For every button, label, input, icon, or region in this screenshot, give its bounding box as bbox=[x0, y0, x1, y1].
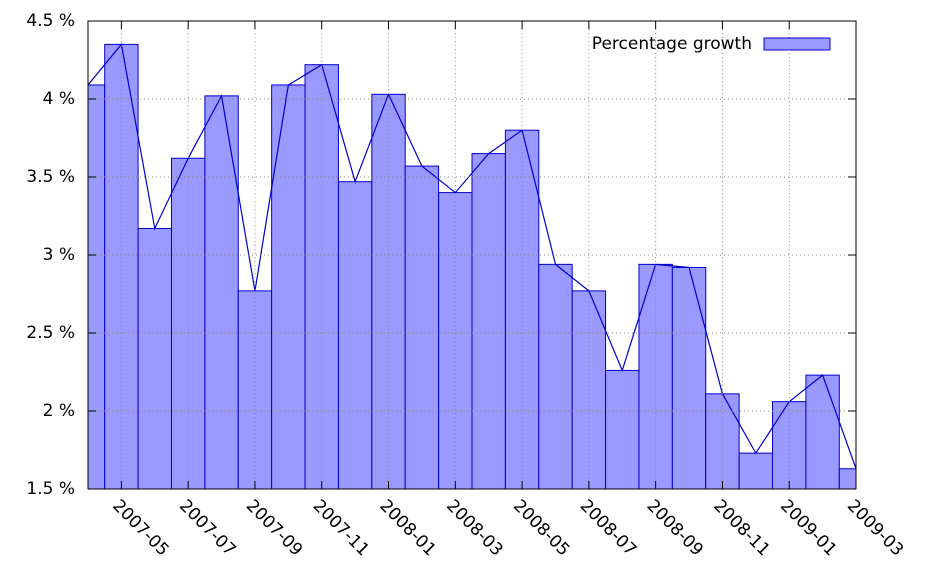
bar bbox=[605, 369, 640, 489]
y-tick-label: 3 % bbox=[43, 245, 75, 265]
x-tick-label: 2008-07 bbox=[576, 496, 640, 560]
bar bbox=[638, 263, 673, 489]
x-tick-label: 2008-01 bbox=[375, 496, 439, 560]
plot-area bbox=[88, 43, 856, 489]
bar bbox=[671, 266, 707, 489]
bar bbox=[271, 84, 306, 489]
bar bbox=[104, 43, 139, 489]
bar bbox=[170, 157, 206, 489]
bar bbox=[538, 263, 573, 489]
x-tick-label: 2008-11 bbox=[709, 496, 773, 560]
bar bbox=[204, 95, 239, 489]
x-tick-label: 2009-03 bbox=[843, 496, 907, 560]
y-tick-label: 3.5 % bbox=[26, 167, 75, 187]
x-tick-label: 2007-09 bbox=[242, 496, 306, 560]
bar bbox=[805, 374, 840, 489]
y-tick-label: 2 % bbox=[43, 401, 75, 421]
bar bbox=[404, 165, 440, 489]
x-tick-label: 2008-05 bbox=[509, 496, 573, 560]
plot-border bbox=[87, 20, 857, 490]
x-tick-label: 2007-07 bbox=[175, 496, 239, 560]
x-tick-label: 2007-11 bbox=[309, 496, 373, 560]
bar bbox=[738, 452, 774, 489]
legend-swatch bbox=[763, 37, 831, 51]
legend-label: Percentage growth bbox=[592, 34, 752, 54]
x-tick-label: 2009-01 bbox=[776, 496, 840, 560]
x-tick-label: 2008-03 bbox=[442, 496, 506, 560]
bar bbox=[137, 227, 172, 489]
x-tick-label: 2007-05 bbox=[108, 496, 172, 560]
bar bbox=[337, 181, 373, 489]
y-tick-label: 1.5 % bbox=[26, 479, 75, 499]
trend-line bbox=[88, 43, 856, 469]
x-tick-label: 2008-09 bbox=[643, 496, 707, 560]
bar bbox=[471, 153, 506, 489]
y-tick-label: 2.5 % bbox=[26, 323, 75, 343]
y-tick-label: 4.5 % bbox=[26, 11, 75, 31]
y-tick-label: 4 % bbox=[43, 89, 75, 109]
